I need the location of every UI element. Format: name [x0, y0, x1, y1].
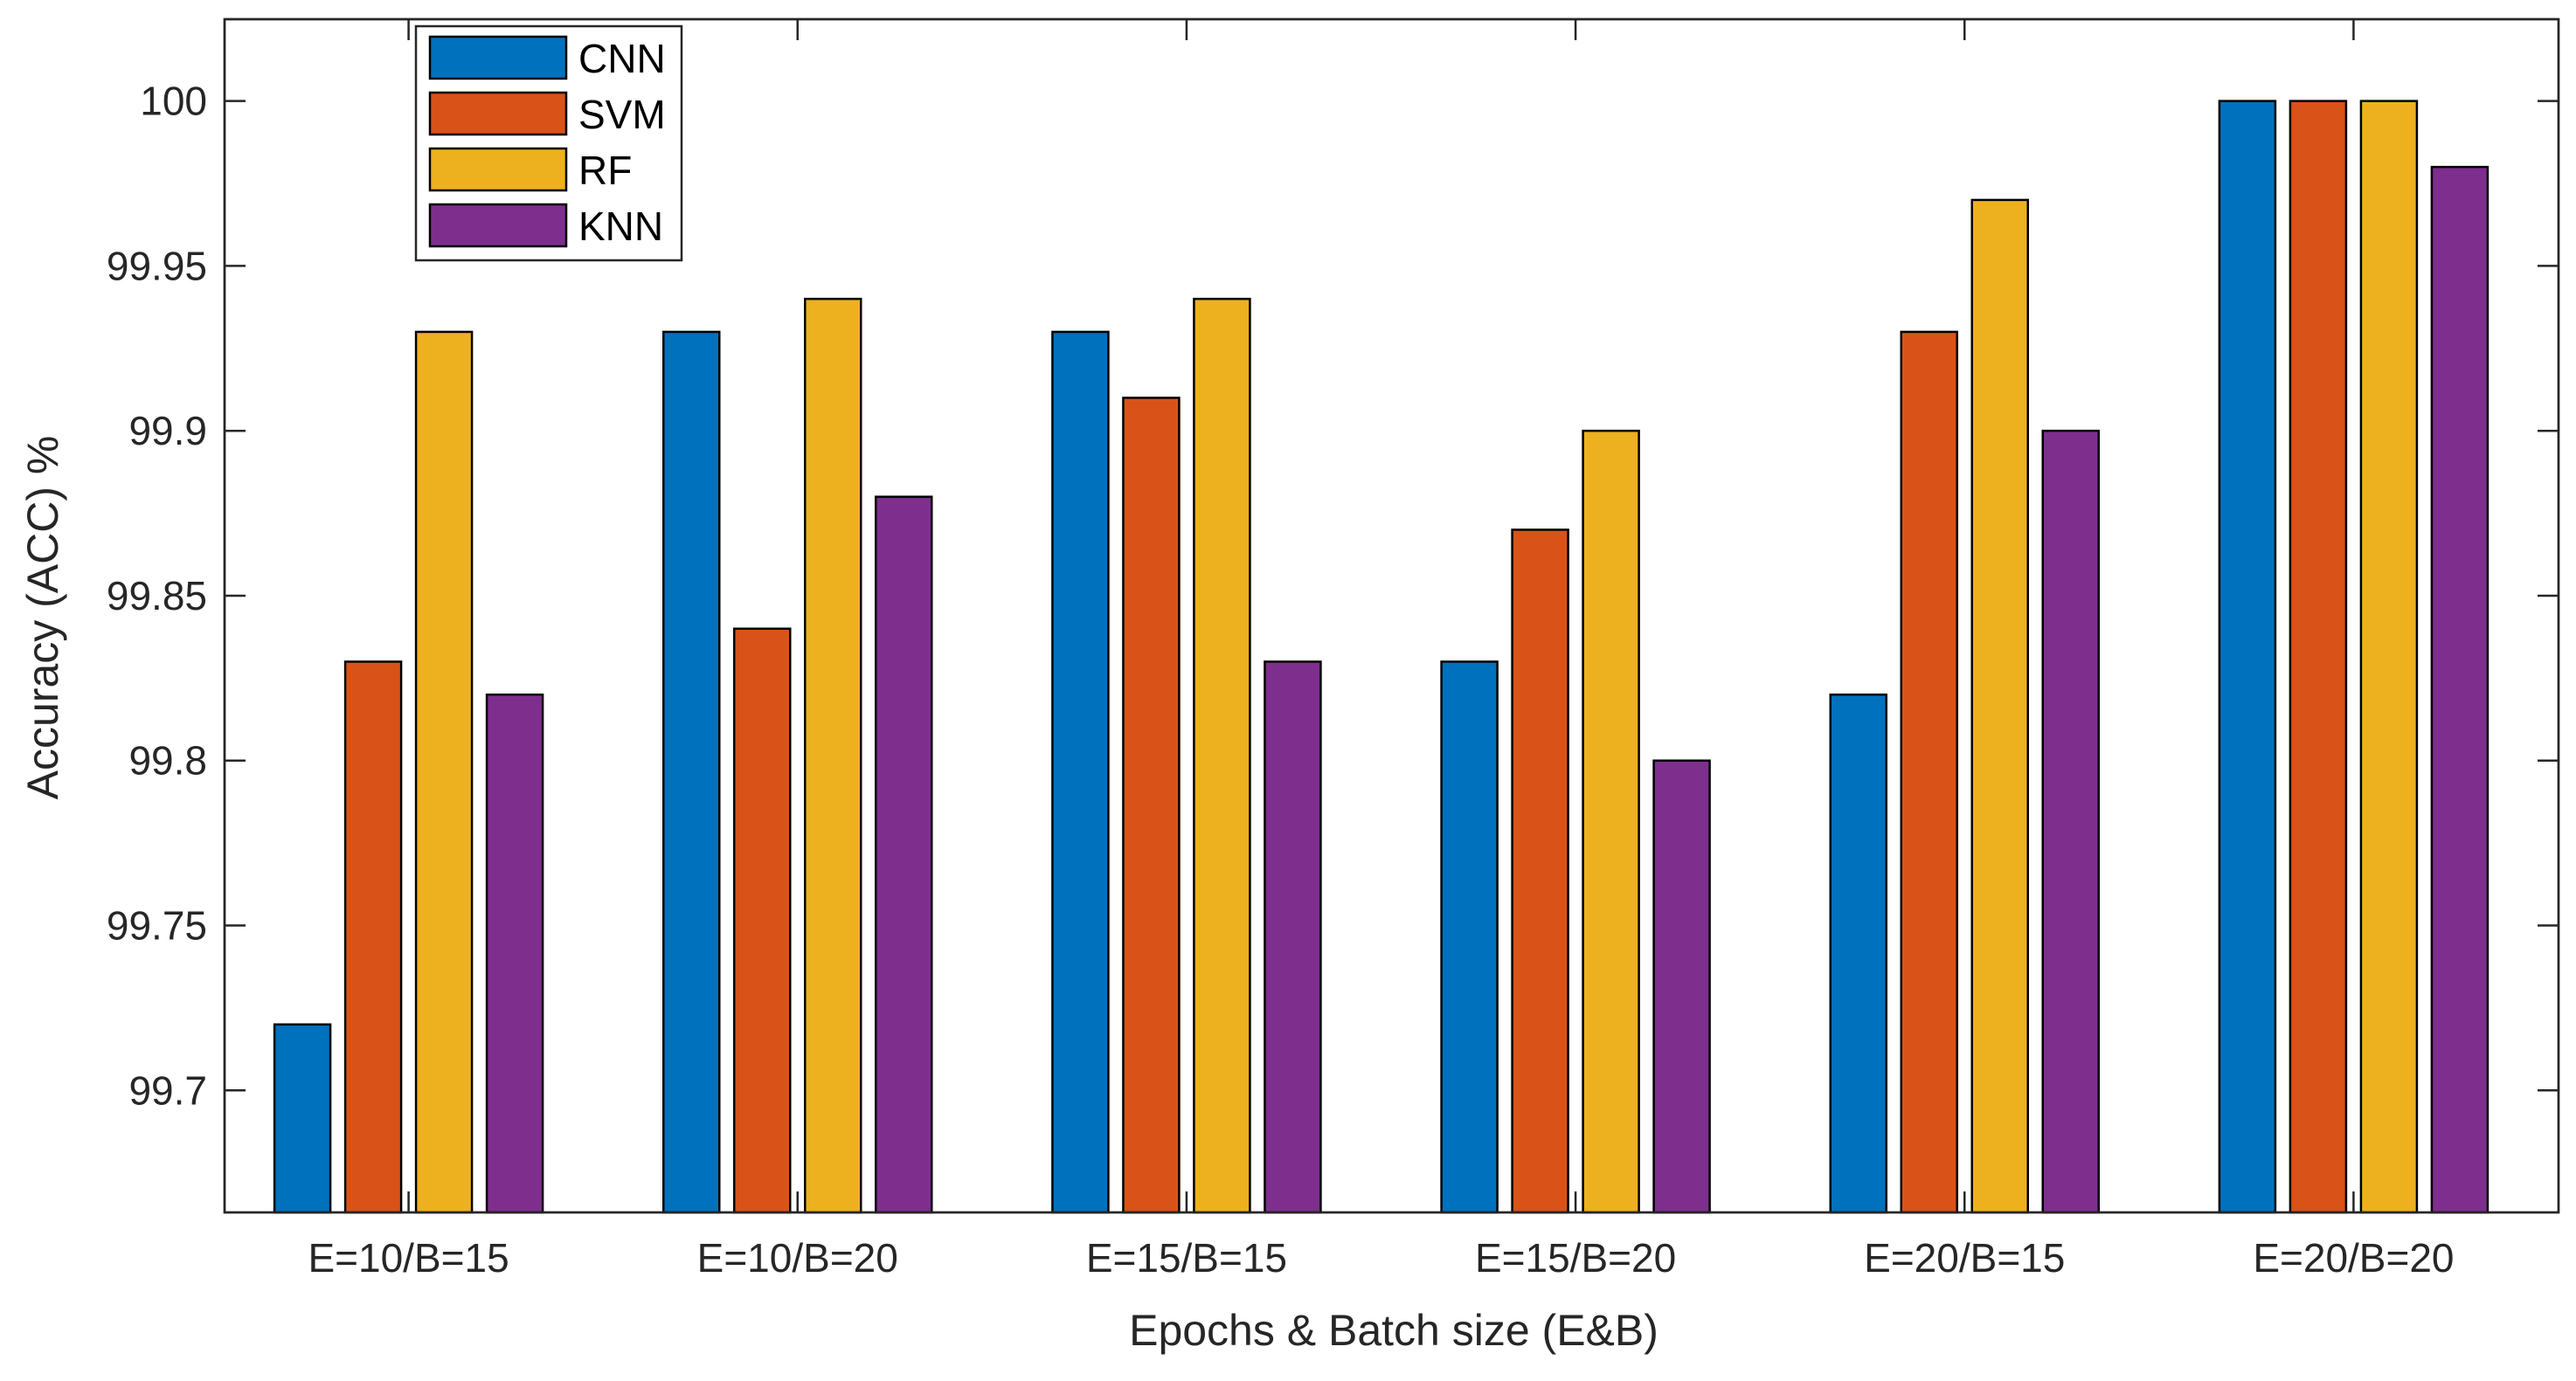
legend-label-svm: SVM — [578, 92, 666, 137]
bar-rf-4 — [1582, 429, 1640, 1214]
bar-knn-1 — [485, 693, 544, 1214]
bar-rf-5 — [1970, 198, 2029, 1214]
axes-frame — [223, 17, 2560, 1214]
bar-svm-6 — [2289, 100, 2348, 1214]
y-axis-ticks: 99.7 99.75 99.8 99.85 99.9 99.95 100 — [107, 79, 2559, 1113]
legend: CNN SVM RF KNN — [414, 24, 683, 262]
y-tick-label: 100 — [140, 79, 207, 124]
legend-swatch-knn — [428, 203, 568, 248]
legend-label-cnn: CNN — [578, 36, 666, 81]
bar-svm-2 — [733, 627, 792, 1214]
x-tick-label: E=15/B=15 — [1086, 1235, 1287, 1281]
bar-knn-2 — [875, 495, 933, 1214]
bar-svm-3 — [1122, 397, 1181, 1214]
bar-rf-2 — [804, 297, 862, 1214]
x-axis-title: Epochs & Batch size (E&B) — [1129, 1306, 1658, 1355]
bar-knn-4 — [1652, 759, 1711, 1214]
bar-rf-6 — [2359, 100, 2419, 1214]
y-tick-label: 99.9 — [128, 408, 207, 453]
bars — [223, 17, 2560, 1214]
bar-knn-3 — [1264, 660, 1322, 1214]
bar-rf-1 — [414, 330, 474, 1214]
x-tick-label: E=15/B=20 — [1475, 1235, 1676, 1281]
legend-swatch-cnn — [428, 35, 568, 80]
y-tick-label: 99.75 — [107, 903, 207, 949]
x-tick-label: E=10/B=20 — [697, 1235, 898, 1281]
bar-svm-1 — [343, 660, 403, 1214]
bar-knn-5 — [2041, 429, 2100, 1214]
legend-label-rf: RF — [578, 148, 632, 193]
x-tick-label: E=20/B=20 — [2253, 1235, 2454, 1281]
bar-knn-6 — [2430, 165, 2489, 1214]
y-axis-title: Accuracy (ACC) % — [18, 436, 67, 800]
bar-rf-3 — [1193, 297, 1251, 1214]
bar-svm-4 — [1511, 528, 1569, 1214]
x-tick-label: E=10/B=15 — [308, 1235, 509, 1281]
bar-cnn-6 — [2218, 100, 2277, 1214]
legend-swatch-svm — [428, 91, 568, 136]
legend-label-knn: KNN — [578, 204, 663, 249]
x-axis-ticks: E=10/B=15 E=10/B=20 E=15/B=15 E=15/B=20 E=20… — [308, 19, 2455, 1281]
y-tick-label: 99.7 — [128, 1067, 207, 1113]
bar-cnn-4 — [1440, 660, 1499, 1214]
y-tick-label: 99.8 — [128, 738, 207, 784]
bar-cnn-2 — [662, 330, 721, 1214]
y-tick-label: 99.85 — [107, 573, 207, 618]
bar-cnn-1 — [273, 1023, 332, 1214]
legend-swatch-rf — [428, 147, 568, 192]
y-tick-label: 99.95 — [107, 243, 207, 288]
bar-svm-5 — [1900, 330, 1958, 1214]
x-tick-label: E=20/B=15 — [1864, 1235, 2065, 1281]
bar-cnn-5 — [1829, 693, 1887, 1214]
bar-cnn-3 — [1051, 330, 1110, 1214]
